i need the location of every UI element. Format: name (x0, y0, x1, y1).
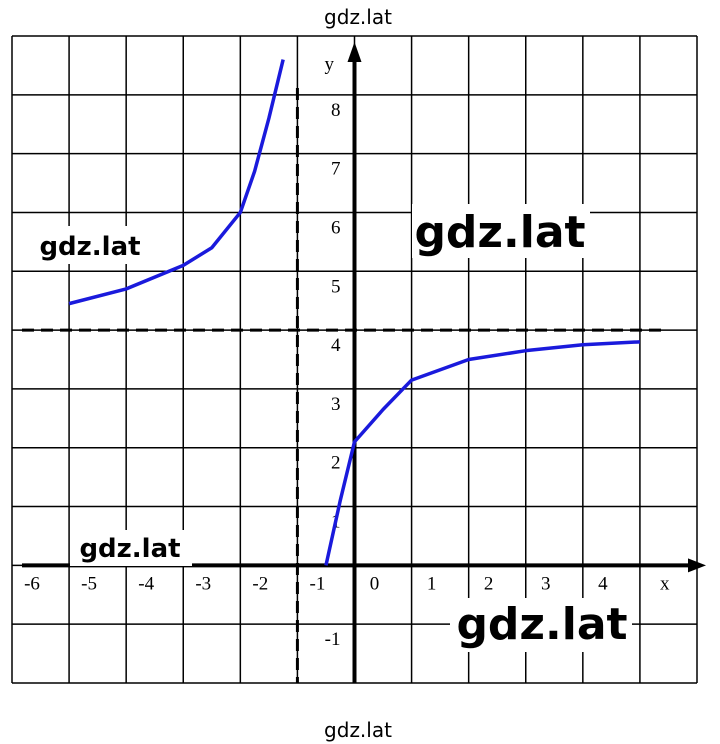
x-tick-label: -6 (24, 573, 40, 594)
x-tick-label: 4 (598, 573, 608, 594)
x-tick-label: 1 (427, 573, 437, 594)
watermark: gdz.lat (414, 207, 585, 258)
watermark-bg (412, 204, 590, 258)
y-tick-label: 3 (331, 394, 341, 415)
y-tick-label: 6 (331, 217, 341, 238)
watermark: gdz.lat (456, 599, 627, 650)
y-tick-label: 5 (331, 276, 341, 297)
y-tick-label: 8 (331, 100, 341, 121)
x-tick-label: -4 (138, 573, 154, 594)
x-tick-label: -2 (252, 573, 268, 594)
watermark-bg (450, 598, 632, 652)
x-arrow (688, 558, 706, 573)
y-tick-label: 7 (331, 159, 341, 180)
axis-label: y (325, 54, 335, 75)
x-tick-label: -5 (81, 573, 97, 594)
y-arrow (347, 42, 362, 62)
y-tick-label: 2 (331, 453, 341, 474)
y-tick-label: -1 (325, 629, 341, 650)
x-tick-label: -3 (195, 573, 211, 594)
watermark: gdz.lat (324, 718, 392, 742)
y-tick-label: 4 (331, 335, 341, 356)
x-tick-label: 0 (370, 573, 380, 594)
watermark-bg (70, 530, 192, 566)
x-tick-label: 2 (484, 573, 494, 594)
watermark: gdz.lat (39, 232, 140, 262)
x-tick-label: 3 (541, 573, 551, 594)
watermark: gdz.lat (79, 534, 180, 564)
x-tick-label: -1 (310, 573, 326, 594)
curve (68, 59, 641, 566)
axis-label: x (660, 573, 670, 594)
watermark-bg (30, 226, 150, 264)
watermark: gdz.lat (324, 5, 392, 29)
